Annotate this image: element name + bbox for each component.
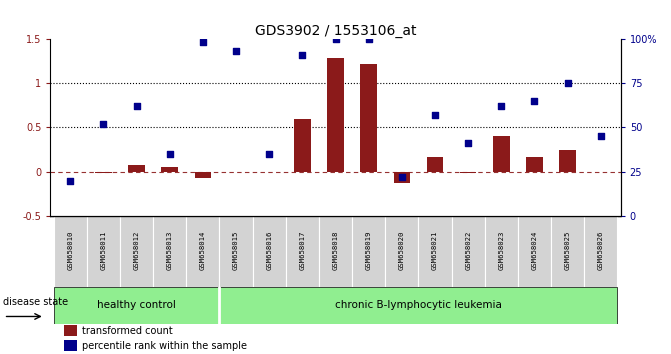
Text: percentile rank within the sample: percentile rank within the sample [82,341,246,350]
Bar [518,216,551,287]
Bar [120,216,153,287]
Text: GSM658018: GSM658018 [333,230,338,270]
Text: transformed count: transformed count [82,326,172,336]
Bar [484,216,518,287]
Point [65,178,76,183]
Point [429,112,440,118]
Text: GSM658023: GSM658023 [499,230,505,270]
Bar [54,216,87,287]
Text: GSM658016: GSM658016 [266,230,272,270]
Point [463,141,474,146]
Point [197,40,208,45]
Bar [153,216,187,287]
Text: GSM658014: GSM658014 [200,230,206,270]
Text: healthy control: healthy control [97,300,176,310]
Bar [54,287,219,324]
Text: GSM658013: GSM658013 [166,230,172,270]
Point [363,36,374,42]
Bar [87,216,120,287]
Point [231,48,242,54]
Text: GSM658022: GSM658022 [465,230,471,270]
Text: GSM658025: GSM658025 [564,230,570,270]
Bar [128,165,145,172]
Bar [551,216,584,287]
Point [98,121,109,127]
Bar [526,156,543,172]
Bar [360,64,377,172]
Bar [452,216,484,287]
Point [264,151,274,157]
Bar [294,119,311,172]
Text: GSM658024: GSM658024 [531,230,537,270]
Text: GSM658019: GSM658019 [366,230,372,270]
Bar [64,341,77,351]
Point [397,174,407,180]
Text: GSM658015: GSM658015 [233,230,239,270]
Bar [584,216,617,287]
Bar [493,136,509,172]
Bar [252,216,286,287]
Text: GSM658020: GSM658020 [399,230,405,270]
Bar [385,216,419,287]
Text: GSM658026: GSM658026 [598,230,604,270]
Bar [393,172,410,183]
Bar [427,156,444,172]
Bar [219,287,617,324]
Text: disease state: disease state [3,297,68,307]
Point [595,133,606,139]
Text: chronic B-lymphocytic leukemia: chronic B-lymphocytic leukemia [335,300,502,310]
Point [562,80,573,86]
Point [297,52,308,58]
Bar [286,216,319,287]
Title: GDS3902 / 1553106_at: GDS3902 / 1553106_at [255,24,416,38]
Point [330,36,341,42]
Point [529,98,540,104]
Bar [419,216,452,287]
Bar [560,149,576,172]
Text: GSM658011: GSM658011 [101,230,107,270]
Bar [352,216,385,287]
Bar [327,58,344,172]
Bar [195,172,211,178]
Point [131,103,142,109]
Bar [64,325,77,336]
Point [496,103,507,109]
Bar [187,216,219,287]
Bar [219,216,252,287]
Point [164,151,175,157]
Bar [319,216,352,287]
Text: GSM658021: GSM658021 [432,230,438,270]
Text: GSM658017: GSM658017 [299,230,305,270]
Text: GSM658012: GSM658012 [134,230,140,270]
Bar [162,167,178,172]
Text: GSM658010: GSM658010 [67,230,73,270]
